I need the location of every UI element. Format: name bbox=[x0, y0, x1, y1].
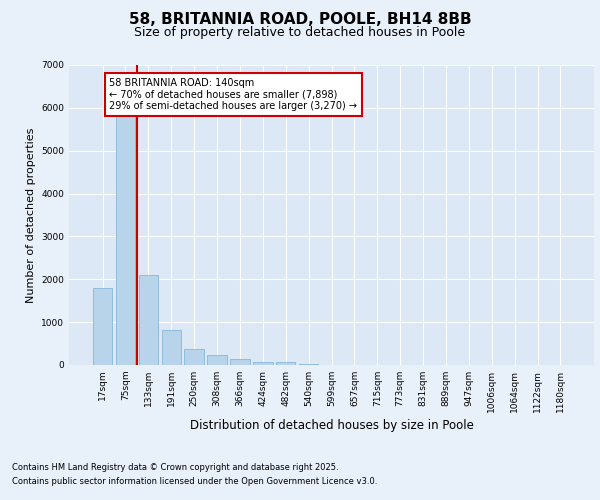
Text: Size of property relative to detached houses in Poole: Size of property relative to detached ho… bbox=[134, 26, 466, 39]
Bar bbox=[93, 288, 112, 365]
X-axis label: Distribution of detached houses by size in Poole: Distribution of detached houses by size … bbox=[190, 419, 473, 432]
Bar bbox=[208, 355, 227, 365]
Text: 58 BRITANNIA ROAD: 140sqm
← 70% of detached houses are smaller (7,898)
29% of se: 58 BRITANNIA ROAD: 140sqm ← 70% of detac… bbox=[109, 78, 358, 111]
Bar bbox=[161, 330, 181, 365]
Bar bbox=[276, 362, 295, 365]
Bar bbox=[184, 348, 204, 365]
Text: Contains public sector information licensed under the Open Government Licence v3: Contains public sector information licen… bbox=[12, 478, 377, 486]
Bar bbox=[230, 360, 250, 365]
Text: 58, BRITANNIA ROAD, POOLE, BH14 8BB: 58, BRITANNIA ROAD, POOLE, BH14 8BB bbox=[128, 12, 472, 28]
Bar bbox=[116, 114, 135, 365]
Text: Contains HM Land Registry data © Crown copyright and database right 2025.: Contains HM Land Registry data © Crown c… bbox=[12, 462, 338, 471]
Bar bbox=[139, 275, 158, 365]
Bar bbox=[253, 362, 272, 365]
Y-axis label: Number of detached properties: Number of detached properties bbox=[26, 128, 35, 302]
Bar bbox=[299, 364, 319, 365]
